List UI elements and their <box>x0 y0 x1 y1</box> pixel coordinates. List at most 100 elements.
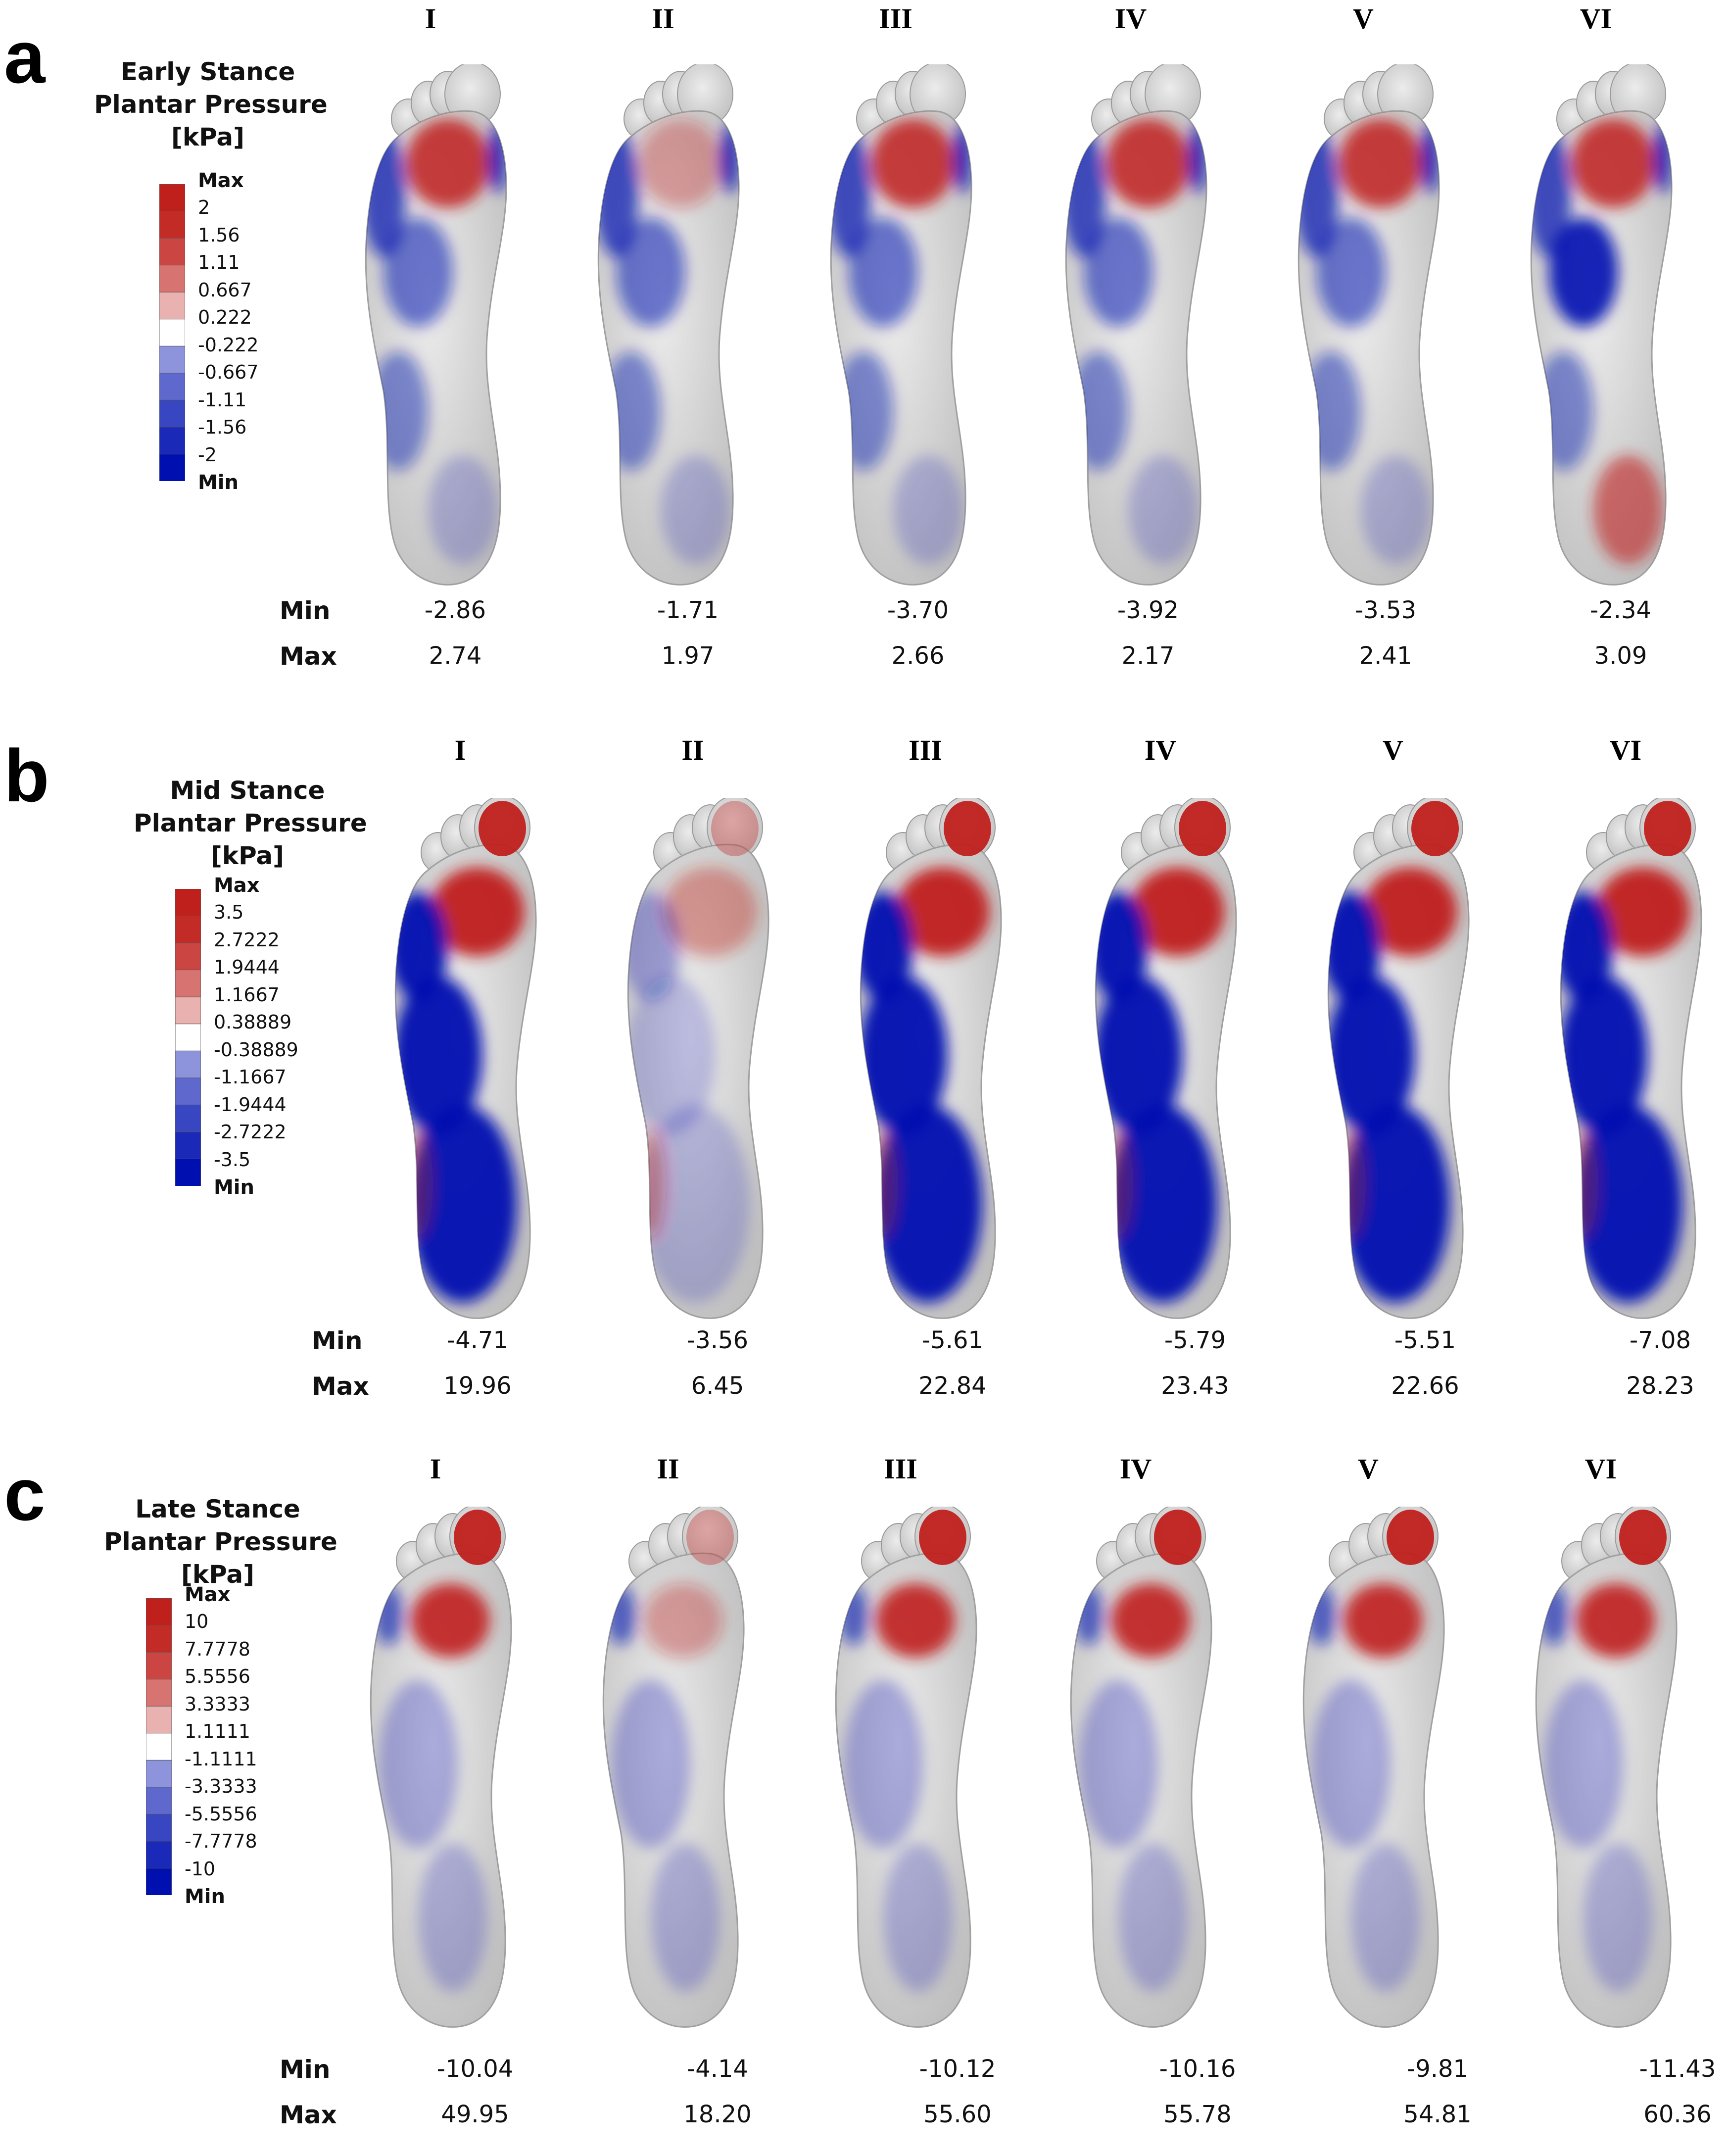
pressure-region <box>1561 976 1648 1134</box>
foot-pressure-map <box>597 64 740 586</box>
colorbar-label: Max <box>185 1583 231 1606</box>
max-value: 55.78 <box>1163 2101 1232 2128</box>
pressure-region <box>403 1129 433 1238</box>
colorbar-bin <box>175 1024 201 1052</box>
colorbar-bin <box>159 211 185 239</box>
pressure-region <box>636 1129 666 1238</box>
panel-letter: b <box>4 734 49 817</box>
hallux-pressure <box>454 1510 501 1565</box>
pressure-region <box>1084 218 1153 327</box>
colorbar-bin <box>175 1078 201 1106</box>
min-value: -1.71 <box>657 596 719 624</box>
pressure-region <box>431 867 525 956</box>
legend-title-line: [kPa] <box>211 841 284 870</box>
hallux-pressure <box>944 801 991 856</box>
legend-title-line: [kPa] <box>171 123 244 151</box>
colorbar-label: -10 <box>185 1858 216 1880</box>
pressure-region <box>606 1586 636 1645</box>
pressure-region <box>1544 1680 1623 1848</box>
pressure-region <box>1549 218 1618 327</box>
pressure-region <box>374 1586 403 1645</box>
colorbar-label: -2 <box>198 443 217 466</box>
colorbar-label: 3.3333 <box>185 1693 250 1715</box>
foot-pressure-map <box>1070 1507 1212 2028</box>
colorbar-bin <box>146 1706 172 1734</box>
max-value: 2.17 <box>1121 642 1175 670</box>
pressure-region <box>871 119 955 208</box>
min-value: -3.56 <box>686 1326 749 1354</box>
pressure-region <box>1539 1586 1569 1645</box>
colorbar-label: 3.5 <box>214 901 244 924</box>
colorbar-bin <box>175 1158 201 1186</box>
case-label: V <box>1358 1453 1379 1485</box>
max-value: 55.60 <box>923 2101 992 2128</box>
max-value: 23.43 <box>1161 1372 1229 1400</box>
colorbar-bin <box>159 319 185 347</box>
pressure-region <box>406 119 490 208</box>
min-value: -7.08 <box>1629 1326 1691 1354</box>
pressure-region <box>628 892 680 1001</box>
foot-pressure-map <box>835 1507 977 2028</box>
colorbar-label: -3.3333 <box>185 1775 257 1798</box>
legend-title-line: Mid Stance <box>170 776 325 805</box>
legend-title-line: Plantar Pressure <box>104 1527 337 1556</box>
pressure-region <box>873 1105 982 1303</box>
pressure-region <box>1534 351 1593 470</box>
case-label: II <box>681 734 704 766</box>
case-label: III <box>909 734 942 766</box>
min-value: -3.53 <box>1354 596 1417 624</box>
pressure-region <box>861 976 948 1134</box>
pressure-region <box>883 1843 953 1992</box>
pressure-region <box>1189 124 1206 193</box>
pressure-region <box>628 976 715 1134</box>
pressure-region <box>876 1583 955 1658</box>
colorbar-bin <box>175 1131 201 1160</box>
foot-pressure-map <box>860 798 1002 1319</box>
case-label: IV <box>1144 734 1177 766</box>
min-value: -3.70 <box>887 596 949 624</box>
pressure-region <box>1118 1843 1188 1992</box>
hallux-pressure <box>1154 1510 1201 1565</box>
case-label: V <box>1383 734 1403 766</box>
hallux-pressure <box>1619 1510 1667 1565</box>
row-label-min: Min <box>280 596 331 625</box>
colorbar-label: -7.7778 <box>185 1830 257 1853</box>
hallux-pressure <box>1387 1510 1434 1565</box>
colorbar-bin <box>159 453 185 481</box>
case-label: IV <box>1119 1453 1152 1485</box>
foot-pressure-map <box>365 64 507 586</box>
pressure-region <box>1363 867 1457 956</box>
colorbar-bin <box>175 889 201 917</box>
row-label-min: Min <box>312 1326 363 1355</box>
max-value: 2.74 <box>429 642 482 670</box>
pressure-region <box>1654 124 1672 193</box>
colorbar-bin <box>146 1652 172 1680</box>
colorbar-bin <box>159 373 185 401</box>
colorbar-label: Max <box>198 169 244 192</box>
colorbar-label: -0.38889 <box>214 1038 298 1061</box>
colorbar-bin <box>159 399 185 428</box>
foot-pressure-map <box>830 64 972 586</box>
foot-pressure-map <box>602 1507 745 2028</box>
pressure-region <box>1079 1680 1158 1848</box>
colorbar-bin <box>146 1760 172 1788</box>
min-value: -10.16 <box>1159 2055 1236 2083</box>
foot-pressure-map <box>1297 64 1440 586</box>
pressure-region <box>1311 1680 1391 1848</box>
colorbar-label: 2.7222 <box>214 929 280 951</box>
min-value: -5.61 <box>921 1326 984 1354</box>
pressure-region <box>1074 1586 1104 1645</box>
pressure-region <box>384 218 453 327</box>
hallux-pressure <box>919 1510 966 1565</box>
pressure-region <box>1421 124 1439 193</box>
pressure-region <box>1111 1583 1190 1658</box>
max-value: 60.36 <box>1643 2101 1712 2128</box>
pressure-region <box>1341 1105 1450 1303</box>
foot-pressure-map <box>1327 798 1470 1319</box>
legend-title: Late Stance Plantar Pressure [kPa] <box>104 1493 337 1591</box>
hallux-pressure <box>1411 801 1459 856</box>
min-value: -11.43 <box>1639 2055 1716 2083</box>
colorbar-label: -1.1667 <box>214 1066 287 1088</box>
colorbar-label: -1.11 <box>198 389 247 411</box>
